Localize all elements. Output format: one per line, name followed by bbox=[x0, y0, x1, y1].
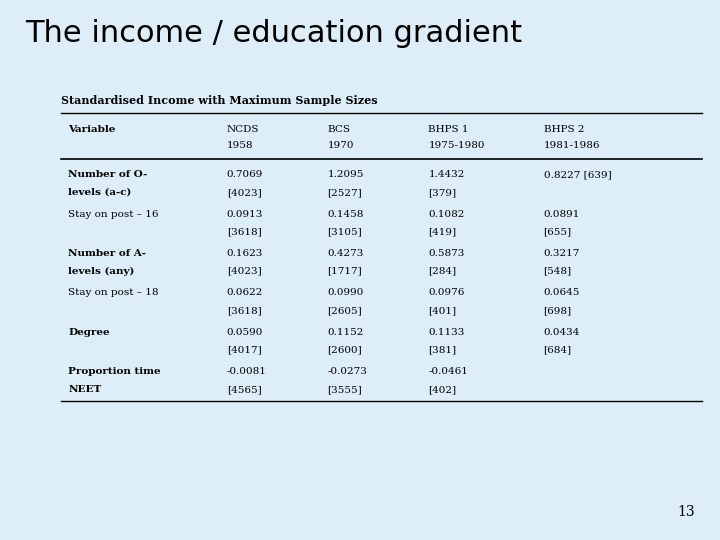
Text: Standardised Income with Maximum Sample Sizes: Standardised Income with Maximum Sample … bbox=[61, 94, 378, 105]
Text: 0.1458: 0.1458 bbox=[328, 210, 364, 219]
Text: The income / education gradient: The income / education gradient bbox=[25, 19, 522, 48]
Text: NCDS: NCDS bbox=[227, 125, 259, 134]
Text: 1.4432: 1.4432 bbox=[428, 170, 465, 179]
Text: [379]: [379] bbox=[428, 188, 456, 197]
Text: 0.1082: 0.1082 bbox=[428, 210, 465, 219]
Text: 1.2095: 1.2095 bbox=[328, 170, 364, 179]
Text: 0.0891: 0.0891 bbox=[544, 210, 580, 219]
Text: -0.0273: -0.0273 bbox=[328, 367, 367, 376]
Text: 0.4273: 0.4273 bbox=[328, 249, 364, 258]
Text: Degree: Degree bbox=[68, 328, 110, 337]
Text: BCS: BCS bbox=[328, 125, 351, 134]
Text: 0.1133: 0.1133 bbox=[428, 328, 465, 337]
Text: [3618]: [3618] bbox=[227, 227, 261, 237]
Text: Number of A-: Number of A- bbox=[68, 249, 146, 258]
Text: 1981-1986: 1981-1986 bbox=[544, 141, 600, 151]
Text: [3555]: [3555] bbox=[328, 385, 362, 394]
Text: NEET: NEET bbox=[68, 385, 102, 394]
Text: 0.5873: 0.5873 bbox=[428, 249, 465, 258]
Text: 0.0645: 0.0645 bbox=[544, 288, 580, 298]
Text: [402]: [402] bbox=[428, 385, 456, 394]
Text: 0.7069: 0.7069 bbox=[227, 170, 264, 179]
Text: [3618]: [3618] bbox=[227, 306, 261, 315]
Text: [655]: [655] bbox=[544, 227, 572, 237]
Text: BHPS 1: BHPS 1 bbox=[428, 125, 469, 134]
Text: 0.0990: 0.0990 bbox=[328, 288, 364, 298]
Text: [4565]: [4565] bbox=[227, 385, 261, 394]
Text: [2600]: [2600] bbox=[328, 346, 362, 355]
Text: levels (a-c): levels (a-c) bbox=[68, 188, 132, 197]
Text: -0.0461: -0.0461 bbox=[428, 367, 468, 376]
Text: 13: 13 bbox=[678, 505, 695, 519]
Text: 0.3217: 0.3217 bbox=[544, 249, 580, 258]
Text: 1970: 1970 bbox=[328, 141, 354, 151]
Text: 1958: 1958 bbox=[227, 141, 253, 151]
Text: 0.0590: 0.0590 bbox=[227, 328, 264, 337]
Text: 0.0976: 0.0976 bbox=[428, 288, 465, 298]
Text: [381]: [381] bbox=[428, 346, 456, 355]
Text: 0.0913: 0.0913 bbox=[227, 210, 264, 219]
Text: 0.1623: 0.1623 bbox=[227, 249, 264, 258]
Text: [3105]: [3105] bbox=[328, 227, 362, 237]
Text: [401]: [401] bbox=[428, 306, 456, 315]
Text: [419]: [419] bbox=[428, 227, 456, 237]
Text: [4023]: [4023] bbox=[227, 267, 261, 276]
Text: [2605]: [2605] bbox=[328, 306, 362, 315]
Text: BHPS 2: BHPS 2 bbox=[544, 125, 584, 134]
Text: [684]: [684] bbox=[544, 346, 572, 355]
Text: 0.0434: 0.0434 bbox=[544, 328, 580, 337]
Text: 0.1152: 0.1152 bbox=[328, 328, 364, 337]
Text: [1717]: [1717] bbox=[328, 267, 362, 276]
Text: [698]: [698] bbox=[544, 306, 572, 315]
Text: [4017]: [4017] bbox=[227, 346, 261, 355]
Text: Stay on post – 18: Stay on post – 18 bbox=[68, 288, 159, 298]
Text: Stay on post – 16: Stay on post – 16 bbox=[68, 210, 159, 219]
Text: Variable: Variable bbox=[68, 125, 116, 134]
Text: 1975-1980: 1975-1980 bbox=[428, 141, 485, 151]
Text: [4023]: [4023] bbox=[227, 188, 261, 197]
Text: Number of O-: Number of O- bbox=[68, 170, 148, 179]
Text: 0.0622: 0.0622 bbox=[227, 288, 264, 298]
Text: Proportion time: Proportion time bbox=[68, 367, 161, 376]
Text: levels (any): levels (any) bbox=[68, 267, 135, 276]
Text: [284]: [284] bbox=[428, 267, 456, 276]
Text: 0.8227 [639]: 0.8227 [639] bbox=[544, 170, 611, 179]
Text: -0.0081: -0.0081 bbox=[227, 367, 266, 376]
Text: [548]: [548] bbox=[544, 267, 572, 276]
Text: [2527]: [2527] bbox=[328, 188, 362, 197]
